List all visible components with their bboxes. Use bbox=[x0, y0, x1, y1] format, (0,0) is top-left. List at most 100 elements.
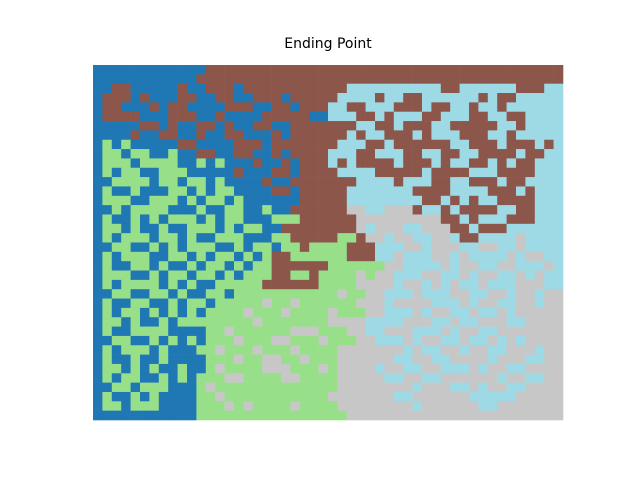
cell bbox=[375, 121, 385, 131]
cell bbox=[412, 401, 423, 411]
cell bbox=[412, 391, 423, 402]
cell bbox=[422, 186, 432, 197]
cell bbox=[290, 354, 301, 365]
cell bbox=[422, 158, 432, 169]
cell bbox=[187, 158, 197, 169]
cell bbox=[224, 233, 235, 243]
cell bbox=[187, 102, 197, 113]
cell bbox=[497, 298, 507, 309]
cell bbox=[224, 102, 235, 113]
cell bbox=[506, 130, 517, 141]
cell bbox=[111, 102, 122, 113]
cell bbox=[318, 111, 329, 122]
cell bbox=[158, 298, 169, 309]
cell bbox=[393, 167, 404, 178]
cell bbox=[93, 223, 103, 234]
cell bbox=[487, 345, 498, 355]
cell bbox=[525, 307, 536, 318]
cell bbox=[243, 363, 254, 374]
cell bbox=[149, 317, 160, 327]
cell bbox=[356, 74, 366, 84]
cell bbox=[196, 354, 207, 365]
cell bbox=[205, 205, 216, 215]
cell bbox=[516, 382, 526, 393]
cell bbox=[384, 102, 395, 113]
cell bbox=[422, 65, 432, 75]
cell bbox=[440, 354, 451, 365]
cell bbox=[469, 233, 479, 243]
cell bbox=[412, 214, 423, 225]
cell bbox=[337, 279, 348, 290]
cell bbox=[234, 401, 244, 411]
cell bbox=[403, 195, 413, 206]
cell bbox=[393, 158, 404, 169]
cell bbox=[243, 167, 254, 178]
cell bbox=[544, 345, 554, 355]
cell bbox=[346, 270, 357, 281]
cell bbox=[393, 363, 404, 374]
cell bbox=[384, 270, 395, 281]
cell bbox=[224, 345, 235, 355]
cell bbox=[534, 205, 545, 215]
cell bbox=[497, 167, 507, 178]
cell bbox=[187, 223, 197, 234]
cell bbox=[290, 279, 301, 290]
cell bbox=[534, 65, 545, 75]
cell bbox=[365, 93, 376, 103]
cell bbox=[450, 167, 460, 178]
cell bbox=[158, 410, 169, 421]
cell bbox=[431, 279, 442, 290]
cell bbox=[534, 167, 545, 178]
cell bbox=[328, 242, 338, 253]
cell bbox=[365, 102, 376, 113]
cell bbox=[149, 335, 160, 346]
cell bbox=[318, 382, 329, 393]
cell bbox=[130, 214, 141, 225]
cell bbox=[158, 261, 169, 271]
cell bbox=[177, 93, 188, 103]
cell bbox=[102, 149, 113, 159]
cell bbox=[187, 65, 197, 75]
cell bbox=[205, 93, 216, 103]
cell bbox=[525, 121, 536, 131]
cell bbox=[384, 223, 395, 234]
cell bbox=[215, 410, 225, 421]
cell bbox=[196, 83, 207, 94]
cell bbox=[93, 354, 103, 365]
cell bbox=[365, 214, 376, 225]
cell bbox=[365, 317, 376, 327]
cell bbox=[318, 298, 329, 309]
cell bbox=[102, 270, 113, 281]
cell bbox=[328, 261, 338, 271]
cell bbox=[534, 242, 545, 253]
cell bbox=[431, 363, 442, 374]
cell bbox=[196, 317, 207, 327]
cell bbox=[469, 279, 479, 290]
cell bbox=[346, 373, 357, 383]
cell bbox=[525, 205, 536, 215]
cell bbox=[224, 149, 235, 159]
cell bbox=[431, 242, 442, 253]
cell bbox=[328, 270, 338, 281]
cell bbox=[534, 158, 545, 169]
cell bbox=[497, 363, 507, 374]
cell bbox=[271, 65, 282, 75]
cell bbox=[544, 102, 554, 113]
cell bbox=[516, 65, 526, 75]
cell bbox=[196, 167, 207, 178]
cell bbox=[252, 317, 263, 327]
cell bbox=[365, 205, 376, 215]
cell bbox=[450, 261, 460, 271]
cell bbox=[534, 391, 545, 402]
cell bbox=[252, 93, 263, 103]
cell bbox=[356, 214, 366, 225]
cell bbox=[168, 223, 178, 234]
cell bbox=[534, 186, 545, 197]
cell bbox=[422, 149, 432, 159]
cell bbox=[544, 317, 554, 327]
cell bbox=[281, 335, 291, 346]
cell bbox=[271, 326, 282, 337]
cell bbox=[93, 279, 103, 290]
cell bbox=[459, 130, 470, 141]
cell bbox=[158, 251, 169, 262]
